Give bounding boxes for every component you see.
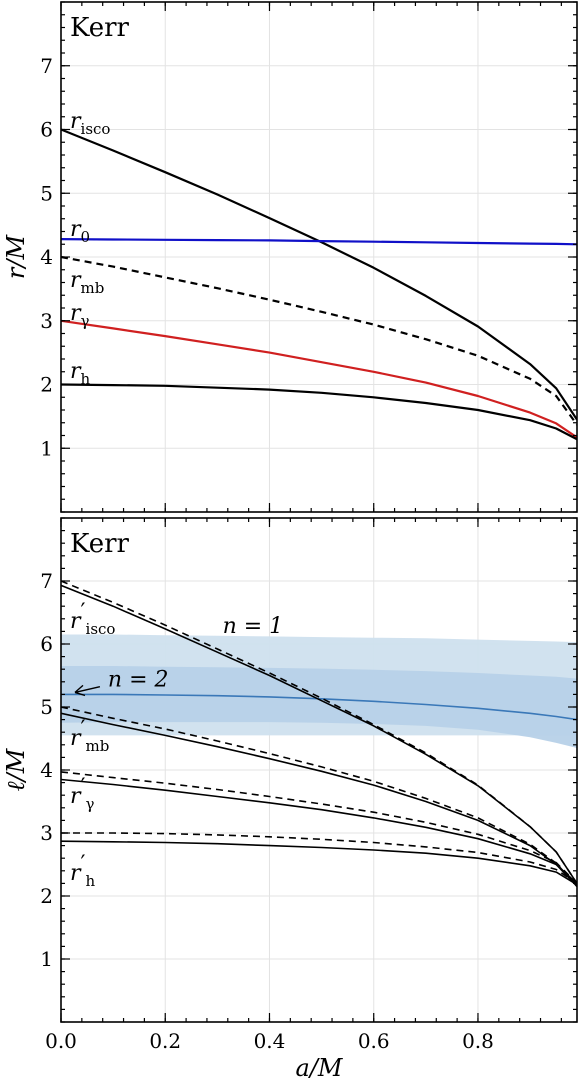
panel1-panel-title: Kerr: [70, 13, 130, 43]
panel2-curve-label-r-mb: r′mb: [70, 717, 109, 755]
panel2-curve-label-r-h: r′h: [70, 852, 96, 890]
panel1-y-tick-label: 1: [40, 436, 53, 460]
panel2-x-tick-label: 0.0: [45, 1029, 77, 1053]
panel2-y-axis-label: ℓ/M: [2, 747, 30, 791]
panel1-y-tick-label: 2: [40, 373, 53, 397]
panel1-series-r-isco: [61, 128, 577, 421]
panel2-annotation-arrow: [74, 685, 101, 694]
panel2-y-tick-label: 2: [40, 884, 53, 908]
panel2-y-tick-label: 1: [40, 947, 53, 971]
panel1-curve-label-r: rγ: [70, 301, 90, 330]
panel2-annotation-arrowhead: [74, 684, 86, 697]
panel1-series-r-0: [61, 238, 577, 246]
panel2-band-n-2: [61, 666, 577, 748]
panel2-y-tick-label: 5: [40, 695, 53, 719]
panel2-series-r-mb: [61, 712, 577, 888]
panel1-y-axis-label: r/M: [2, 234, 30, 280]
panel1-y-tick-label: 6: [40, 118, 53, 142]
panel2-x-tick-label: 0.2: [149, 1029, 181, 1053]
panel1-y-tick-label: 7: [40, 54, 53, 78]
panel2-x-tick-label: 0.4: [254, 1029, 286, 1053]
panel2-y-tick-label: 6: [40, 632, 53, 656]
panel2-series-r-dashed: [61, 771, 577, 884]
panel1-y-tick-label: 3: [40, 309, 53, 333]
panel1-y-tick-label: 5: [40, 181, 53, 205]
panel2-x-tick-label: 0.8: [462, 1029, 494, 1053]
panel1-curve-label-r-mb: rmb: [70, 268, 104, 297]
bottom-panel: 1 2 3 4 5 6 7 0.0 0.2 0.4 0.6 0.8 ℓ/M a/M Kerr r′isco r′…: [2, 517, 578, 1080]
panel2-panel-title: Kerr: [70, 529, 130, 559]
panel2-series-n-2-center: [61, 693, 577, 721]
panel2-annotation-n-2: n = 2: [108, 668, 169, 693]
panel1-series-r-mb: [61, 255, 577, 426]
panel1-y-tick-label: 4: [40, 245, 53, 269]
panel2-series-r-h: [61, 840, 577, 886]
panel2-series-r: [61, 778, 577, 884]
panel2-series-r-mb-dashed: [61, 706, 577, 888]
panel1-curve-label-r-0: r0: [70, 217, 90, 246]
panel2-y-tick-label: 3: [40, 821, 53, 845]
panel2-series-r-isco: [61, 584, 577, 884]
panel2-series-r-isco-dashed: [61, 580, 577, 884]
panel1-curve-label-r-h: rh: [70, 359, 91, 388]
panel1-series-r-h: [61, 383, 577, 441]
panel2-y-tick-label: 7: [40, 569, 53, 593]
panel2-curve-label-r-isco: r′isco: [70, 600, 115, 638]
panel2-curve-label-r: r′γ: [70, 775, 95, 813]
panel2-x-tick-label: 0.6: [358, 1029, 390, 1053]
top-panel: 1 2 3 4 5 6 7 r/M Kerr risco r0 rmb rγ rh: [2, 1, 578, 513]
panel2-annotation-n-1: n = 1: [223, 614, 284, 639]
panel1-curve-label-r-isco: risco: [70, 109, 110, 138]
panel1-series-r: [61, 319, 577, 439]
panel2-y-tick-label: 4: [40, 758, 53, 782]
panel2-x-axis-label: a/M: [296, 1054, 344, 1080]
